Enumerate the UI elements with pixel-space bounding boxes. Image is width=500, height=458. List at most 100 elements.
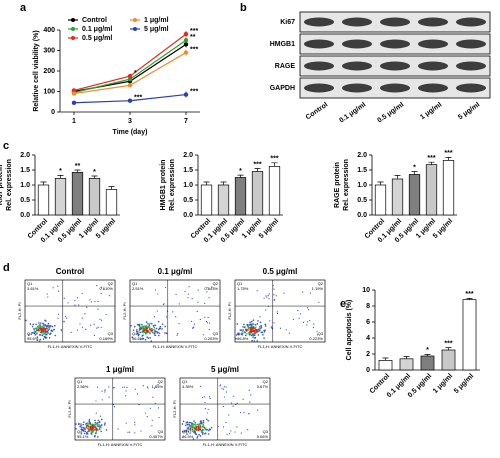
flow-dot <box>208 429 210 432</box>
blot-band <box>342 61 372 71</box>
flow-dot <box>234 431 236 433</box>
flow-dot <box>97 419 100 422</box>
flow-dot <box>239 329 242 331</box>
flow-dot <box>241 333 243 336</box>
flow-dot <box>254 332 257 335</box>
flow-dot <box>95 400 97 402</box>
flow-dot <box>27 334 30 336</box>
flow-dot <box>42 330 44 333</box>
flow-dot <box>202 424 205 427</box>
flow-dot <box>125 422 127 424</box>
flow-dot <box>239 411 242 414</box>
flow-dot <box>306 307 309 309</box>
bar <box>442 160 455 216</box>
x-tick-label: 5 μg/ml <box>453 373 475 395</box>
flow-title: Control <box>56 267 84 276</box>
flow-dot <box>225 421 227 424</box>
flow-dot <box>254 337 256 339</box>
flow-dot <box>97 300 99 303</box>
flow-dot <box>54 334 57 337</box>
flow-dot <box>152 331 154 334</box>
flow-dot <box>94 300 96 303</box>
flow-dot <box>203 396 205 398</box>
flow-dot <box>256 340 258 342</box>
flow-dot <box>54 324 56 327</box>
bar <box>200 184 213 216</box>
flow-dot <box>222 388 224 390</box>
flow-dot <box>149 328 151 331</box>
flow-dot <box>308 309 310 311</box>
flow-dot <box>257 329 259 331</box>
flow-dot <box>285 329 287 331</box>
flow-dot <box>133 325 136 328</box>
flow-dot <box>46 332 48 334</box>
flow-dot <box>244 334 247 337</box>
significance: * <box>59 168 62 175</box>
flow-dot <box>143 331 146 334</box>
flow-dot <box>182 430 184 433</box>
flow-dot <box>96 425 99 428</box>
quadrant-name: Q1 <box>237 281 243 286</box>
blot-lane-label: 5 μg/ml <box>457 101 481 121</box>
flow-dot <box>267 295 269 297</box>
flow-dot <box>273 294 275 296</box>
flow-title: 1 μg/ml <box>106 365 134 374</box>
flow-dot <box>146 386 149 388</box>
flow-dot <box>80 433 83 435</box>
error-bar <box>57 175 64 179</box>
flow-dot <box>204 302 206 304</box>
flow-dot <box>223 386 225 388</box>
flow-dot <box>205 320 208 323</box>
flow-dot <box>84 313 86 315</box>
flow-dot <box>244 331 247 334</box>
flow-dot <box>150 330 153 333</box>
flow-dot <box>47 322 50 325</box>
flow-dot <box>255 331 257 334</box>
flow-dot <box>98 421 101 424</box>
flow-dot <box>57 317 59 319</box>
flow-dot <box>197 289 199 291</box>
flow-dot <box>142 329 144 332</box>
flow-dot <box>257 320 259 322</box>
quadrant-value: 95.1% <box>77 434 89 439</box>
flow-dot <box>78 304 80 306</box>
flow-dot <box>211 286 213 288</box>
blot-band <box>304 17 334 27</box>
flow-x-label: FL1-H: ANNEXIN V-FITC <box>153 344 198 349</box>
flow-dot <box>82 421 85 423</box>
flow-title: 0.5 μg/ml <box>263 267 298 276</box>
flow-dot <box>94 421 97 424</box>
flow-dot <box>99 415 102 417</box>
flow-dot <box>149 322 151 324</box>
flow-dot <box>67 302 69 304</box>
flow-dot <box>262 333 264 336</box>
y-tick-label: 0.0 <box>20 212 30 219</box>
flow-x-label: FL1-H: ANNEXIN V-FITC <box>48 344 93 349</box>
flow-dot <box>128 431 131 433</box>
flow-dot <box>199 435 202 437</box>
flow-dot <box>74 299 76 302</box>
panel-label: e <box>340 298 346 310</box>
blot-row-label: HMGB1 <box>270 41 295 48</box>
flow-dot <box>132 329 135 331</box>
flow-dot <box>25 319 27 322</box>
flow-dot <box>249 329 252 332</box>
quadrant-name: Q2 <box>213 281 219 286</box>
flow-dots <box>130 286 213 342</box>
flow-dot <box>88 430 91 432</box>
flow-dot <box>148 324 151 326</box>
flow-dot <box>265 309 267 311</box>
bar <box>234 177 247 216</box>
legend-label: 0.1 μg/ml <box>82 26 112 33</box>
flow-dot <box>228 432 231 435</box>
flow-dot <box>161 328 163 330</box>
flow-dot <box>92 428 95 431</box>
error-bar <box>377 181 384 185</box>
quadrant-name: Q3 <box>108 331 114 336</box>
quadrant-value: 95.6% <box>27 336 39 341</box>
quadrant-value: 0.610% <box>99 286 113 291</box>
flow-dot <box>142 337 145 340</box>
flow-dot <box>96 386 99 388</box>
flow-title: 0.1 μg/ml <box>158 267 193 276</box>
flow-dot <box>75 428 77 430</box>
